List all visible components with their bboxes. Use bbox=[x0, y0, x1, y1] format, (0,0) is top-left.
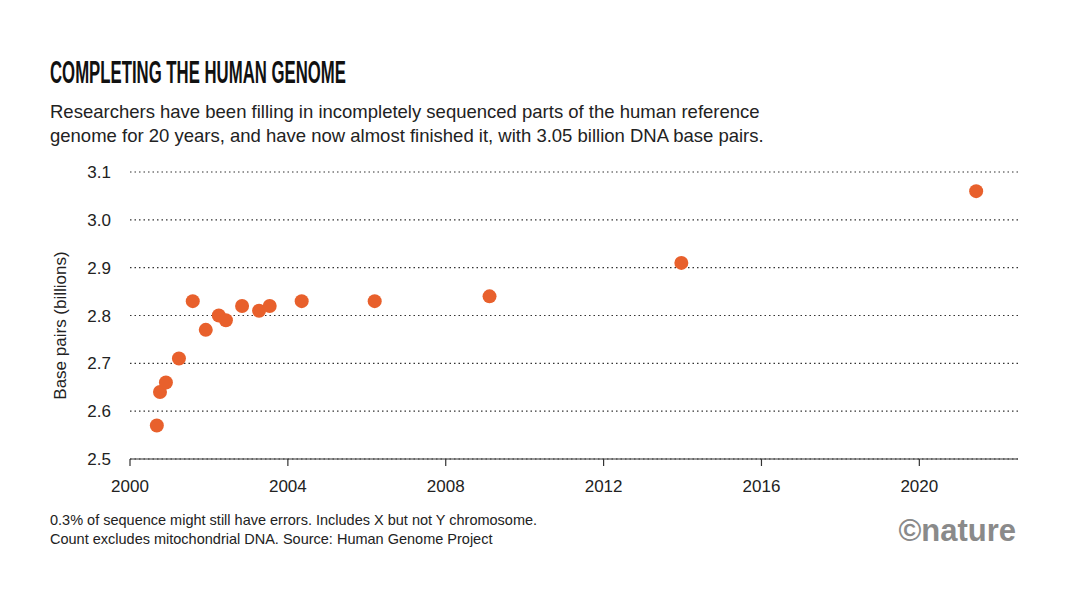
x-tick bbox=[919, 459, 920, 466]
x-tick bbox=[603, 459, 604, 466]
footnote: 0.3% of sequence might still have errors… bbox=[50, 512, 537, 528]
point bbox=[199, 323, 213, 337]
point bbox=[159, 375, 173, 389]
subtitle: genome for 20 years, and have now almost… bbox=[50, 125, 764, 146]
x-axis-line bbox=[130, 458, 1018, 459]
y-tick-label: 3.0 bbox=[87, 211, 111, 230]
point bbox=[483, 289, 497, 303]
y-tick-label: 2.5 bbox=[87, 450, 111, 469]
point bbox=[295, 294, 309, 308]
y-tick-label: 2.8 bbox=[87, 307, 111, 326]
grid-line bbox=[130, 458, 1018, 459]
x-tick bbox=[445, 459, 446, 466]
x-tick-label: 2016 bbox=[743, 477, 781, 496]
point bbox=[219, 313, 233, 327]
point bbox=[150, 419, 164, 433]
x-tick-label: 2000 bbox=[111, 477, 149, 496]
x-tick-label: 2012 bbox=[585, 477, 623, 496]
y-tick-label: 3.1 bbox=[87, 163, 111, 182]
subtitle: Researchers have been filling in incompl… bbox=[50, 101, 760, 122]
x-tick bbox=[129, 459, 130, 466]
grid-line bbox=[130, 411, 1018, 412]
y-tick-label: 2.7 bbox=[87, 354, 111, 373]
grid-line bbox=[130, 363, 1018, 364]
y-axis-label: Base pairs (billions) bbox=[51, 251, 70, 399]
point bbox=[235, 299, 249, 313]
chart: COMPLETING THE HUMAN GENOME Researchers h… bbox=[0, 0, 1066, 600]
y-tick-label: 2.6 bbox=[87, 402, 111, 421]
grid-line bbox=[130, 219, 1018, 220]
point bbox=[263, 299, 277, 313]
x-tick bbox=[287, 459, 288, 466]
point bbox=[368, 294, 382, 308]
title: COMPLETING THE HUMAN GENOME bbox=[50, 55, 346, 90]
grid-line bbox=[130, 171, 1018, 172]
point bbox=[186, 294, 200, 308]
points bbox=[150, 184, 983, 432]
y-tick-label: 2.9 bbox=[87, 259, 111, 278]
footnote: Count excludes mitochondrial DNA. Source… bbox=[50, 531, 492, 547]
point bbox=[674, 256, 688, 270]
x-tick-label: 2004 bbox=[269, 477, 307, 496]
credit: ©nature bbox=[898, 513, 1016, 548]
point bbox=[172, 352, 186, 366]
x-tick-label: 2008 bbox=[427, 477, 465, 496]
x-tick bbox=[761, 459, 762, 466]
x-tick-label: 2020 bbox=[900, 477, 938, 496]
point bbox=[969, 184, 983, 198]
grid-line bbox=[130, 267, 1018, 268]
